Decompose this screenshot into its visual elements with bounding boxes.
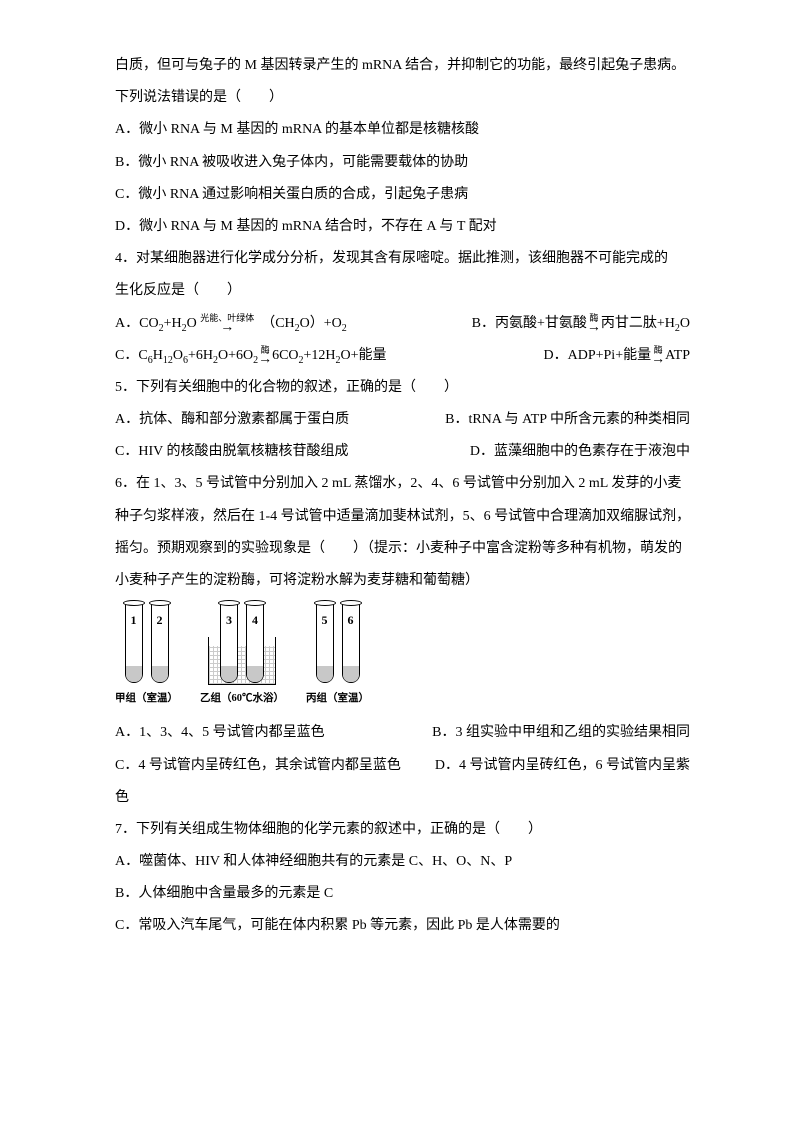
q6-stem2: 种子匀浆样液，然后在 1-4 号试管中适量滴加斐林试剂，5、6 号试管中合理滴加… bbox=[115, 501, 690, 533]
q6-opt-a: A．1、3、4、5 号试管内都呈蓝色 bbox=[115, 717, 432, 749]
q7-stem: 7．下列有关组成生物体细胞的化学元素的叙述中，正确的是（ ） bbox=[115, 814, 690, 846]
q6-row1: A．1、3、4、5 号试管内都呈蓝色 B．3 组实验中甲组和乙组的实验结果相同 bbox=[115, 717, 690, 749]
q3-opt-b: B．微小 RNA 被吸收进入兔子体内，可能需要载体的协助 bbox=[115, 147, 690, 179]
q6-stem1: 6．在 1、3、5 号试管中分别加入 2 mL 蒸馏水，2、4、6 号试管中分别… bbox=[115, 468, 690, 500]
q4-stem2: 生化反应是（ ） bbox=[115, 275, 690, 307]
q5-row2: C．HIV 的核酸由脱氧核糖核苷酸组成 D．蓝藻细胞中的色素存在于液泡中 bbox=[115, 436, 690, 468]
q5-opt-b: B．tRNA 与 ATP 中所含元素的种类相同 bbox=[445, 404, 690, 436]
q6-stem3: 摇匀。预期观察到的实验现象是（ ）（提示：小麦种子中富含淀粉等多种有机物，萌发的 bbox=[115, 533, 690, 565]
q3-opt-a: A．微小 RNA 与 M 基因的 mRNA 的基本单位都是核糖核酸 bbox=[115, 114, 690, 146]
q3-opt-d: D．微小 RNA 与 M 基因的 mRNA 结合时，不存在 A 与 T 配对 bbox=[115, 211, 690, 243]
group-bing: 5 6 丙组（室温） bbox=[306, 603, 369, 711]
q5-opt-d: D．蓝藻细胞中的色素存在于液泡中 bbox=[470, 436, 690, 468]
q6-stem4: 小麦种子产生的淀粉酶，可将淀粉水解为麦芽糖和葡萄糖） bbox=[115, 565, 690, 597]
q6-opt-d-cont: 色 bbox=[115, 782, 690, 814]
q3-stem-cont2: 下列说法错误的是（ ） bbox=[115, 82, 690, 114]
q7-opt-c: C．常吸入汽车尾气，可能在体内积累 Pb 等元素，因此 Pb 是人体需要的 bbox=[115, 910, 690, 942]
q4-opt-d: D．ADP+Pi+能量酶→ATP bbox=[537, 340, 691, 372]
q3-stem-cont1: 白质，但可与兔子的 M 基因转录产生的 mRNA 结合，并抑制它的功能，最终引起… bbox=[115, 50, 690, 82]
q4-opt-b: B．丙氨酸+甘氨酸酶→丙甘二肽+H2O bbox=[472, 308, 690, 340]
q3-opt-c: C．微小 RNA 通过影响相关蛋白质的合成，引起兔子患病 bbox=[115, 179, 690, 211]
q4-opt-c: C．C6H12O6+6H2O+6O2酶→6CO2+12H2O+能量 bbox=[115, 340, 537, 372]
q6-diagram: 1 2 甲组（室温） 3 4 乙组（60℃水浴） 5 6 丙组（室温） bbox=[115, 603, 690, 711]
q6-opt-b: B．3 组实验中甲组和乙组的实验结果相同 bbox=[432, 717, 690, 749]
q5-opt-a: A．抗体、酶和部分激素都属于蛋白质 bbox=[115, 404, 445, 436]
q5-opt-c: C．HIV 的核酸由脱氧核糖核苷酸组成 bbox=[115, 436, 470, 468]
q4-row2: C．C6H12O6+6H2O+6O2酶→6CO2+12H2O+能量 D．ADP+… bbox=[115, 340, 690, 372]
q4-stem1: 4．对某细胞器进行化学成分分析，发现其含有尿嘧啶。据此推测，该细胞器不可能完成的 bbox=[115, 243, 690, 275]
group-yi: 3 4 乙组（60℃水浴） bbox=[200, 603, 284, 711]
q7-opt-a: A．噬菌体、HIV 和人体神经细胞共有的元素是 C、H、O、N、P bbox=[115, 846, 690, 878]
group-jia: 1 2 甲组（室温） bbox=[115, 603, 178, 711]
q4-opt-a: A．CO2+H2O 光能、叶绿体→ （CH2O）+O2 bbox=[115, 308, 472, 340]
q6-opt-c: C．4 号试管内呈砖红色，其余试管内都呈蓝色 bbox=[115, 750, 435, 782]
q6-row2: C．4 号试管内呈砖红色，其余试管内都呈蓝色 D．4 号试管内呈砖红色，6 号试… bbox=[115, 750, 690, 782]
q5-row1: A．抗体、酶和部分激素都属于蛋白质 B．tRNA 与 ATP 中所含元素的种类相… bbox=[115, 404, 690, 436]
q6-opt-d: D．4 号试管内呈砖红色，6 号试管内呈紫 bbox=[435, 750, 690, 782]
q5-stem: 5．下列有关细胞中的化合物的叙述，正确的是（ ） bbox=[115, 372, 690, 404]
q4-row1: A．CO2+H2O 光能、叶绿体→ （CH2O）+O2 B．丙氨酸+甘氨酸酶→丙… bbox=[115, 308, 690, 340]
q7-opt-b: B．人体细胞中含量最多的元素是 C bbox=[115, 878, 690, 910]
